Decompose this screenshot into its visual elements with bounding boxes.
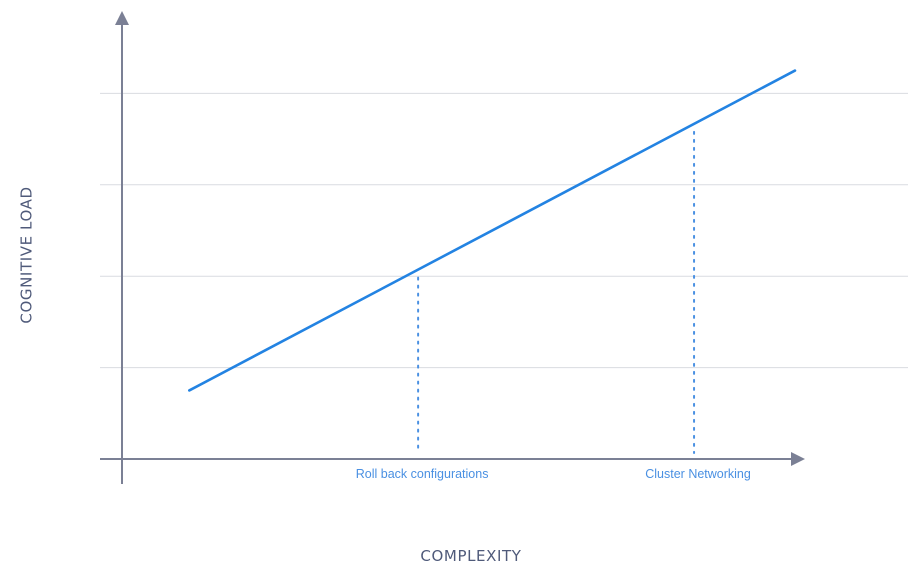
annotation-labels: Roll back configurations Cluster Networki…	[356, 467, 751, 481]
y-axis-label: COGNITIVE LOAD	[18, 186, 36, 323]
annotation-label-2: Cluster Networking	[645, 467, 751, 481]
grid-lines	[100, 92, 908, 369]
annotation-label-1: Roll back configurations	[356, 467, 489, 481]
y-axis-arrow	[115, 11, 129, 25]
series-lines	[188, 69, 797, 392]
x-axis-label: COMPLEXITY	[420, 547, 521, 564]
x-axis-arrow	[791, 452, 805, 466]
axes	[100, 11, 805, 484]
series-line-1	[188, 69, 797, 392]
annotation-drop-lines	[417, 130, 696, 454]
